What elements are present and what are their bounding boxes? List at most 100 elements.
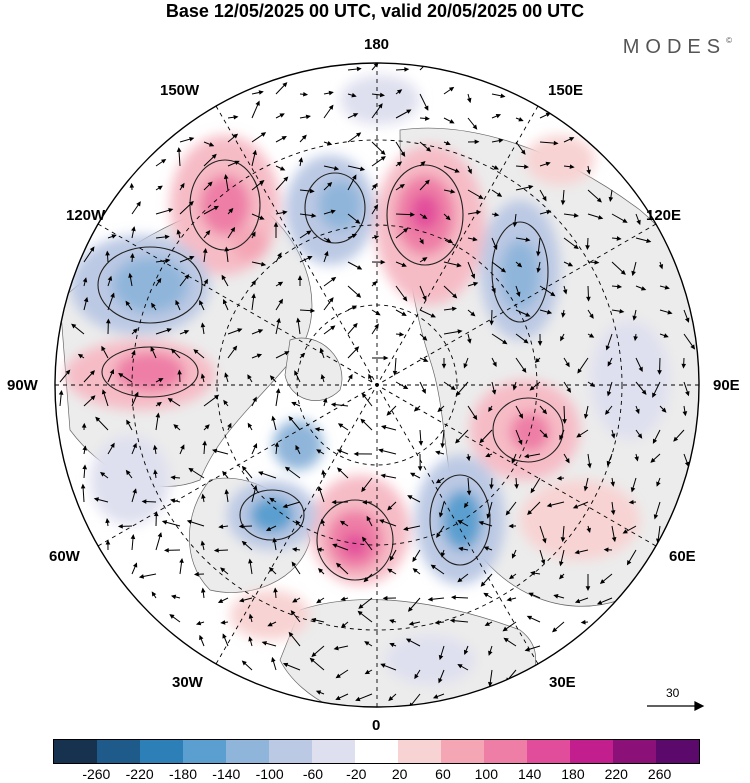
- wind-vector-head: [189, 136, 195, 142]
- wind-vector-head: [470, 311, 476, 317]
- wind-vector-head: [330, 402, 336, 407]
- wind-vector-head: [569, 137, 575, 142]
- wind-vector-head: [271, 415, 276, 421]
- wind-vector-head: [256, 353, 263, 359]
- wind-vector-head: [278, 298, 284, 304]
- wind-vector-head: [295, 520, 301, 526]
- wind-vector-head: [200, 373, 206, 379]
- wind-vector-head: [529, 385, 535, 391]
- wind-vector-head: [383, 355, 389, 361]
- wind-vector-head: [545, 161, 551, 167]
- wind-vector-head: [597, 215, 604, 220]
- wind-vector-head: [309, 657, 315, 663]
- wind-vector-head: [380, 259, 386, 265]
- wind-vector-head: [524, 453, 530, 459]
- wind-vector-head: [518, 117, 524, 122]
- wind-vector-head: [378, 103, 383, 109]
- wind-vector-head: [271, 656, 276, 663]
- wind-vector-head: [204, 424, 210, 430]
- wind-vector-head: [362, 499, 368, 505]
- wind-vector-head: [487, 681, 493, 687]
- wind-vector-head: [432, 694, 439, 699]
- wind-vector-head: [556, 475, 562, 481]
- wind-vector-head: [389, 642, 395, 648]
- wind-vector-head: [105, 250, 110, 256]
- colorbar-swatch: [183, 740, 226, 763]
- wind-vector-head: [107, 275, 113, 281]
- wind-vector-head: [234, 160, 240, 166]
- wind-vector-head: [574, 598, 581, 604]
- wind-vector-head: [389, 619, 395, 624]
- wind-vector-head: [562, 419, 567, 424]
- colorbar-tick-label: 60: [435, 766, 451, 782]
- wind-vector-head: [82, 277, 88, 283]
- wind-vector-head: [81, 422, 87, 428]
- wind-vector-head: [530, 488, 536, 494]
- wind-vector-head: [288, 631, 294, 637]
- wind-vector-head: [199, 299, 204, 306]
- wind-vector-head: [248, 613, 254, 619]
- wind-vector-head: [166, 328, 172, 333]
- wind-vector-head: [82, 464, 88, 470]
- wind-vector-head: [587, 463, 592, 469]
- wind-vector-head: [89, 246, 95, 252]
- wind-vector-head: [310, 308, 316, 313]
- wind-vector-head: [132, 488, 137, 494]
- wind-vector-head: [132, 562, 138, 568]
- wind-vector-head: [447, 238, 454, 244]
- colorbar-swatch: [97, 740, 140, 763]
- wind-vector-head: [211, 448, 218, 454]
- wind-vector-head: [525, 312, 531, 317]
- wind-vector-head: [427, 596, 433, 602]
- colorbar-tick-label: 20: [391, 766, 408, 782]
- wind-vector-head: [201, 493, 206, 499]
- wind-vector-head: [280, 166, 286, 171]
- wind-vector-head: [252, 149, 257, 155]
- wind-vector-head: [450, 189, 456, 194]
- wind-vector-head: [169, 614, 175, 619]
- label-30w: 30W: [172, 674, 203, 691]
- wind-vector-head: [218, 524, 224, 529]
- wind-vector-head: [251, 231, 256, 237]
- wind-vector-head: [472, 236, 478, 242]
- wind-vector-head: [512, 385, 518, 391]
- wind-vector-head: [306, 230, 312, 236]
- wind-vector-head: [227, 422, 232, 429]
- wind-vector-head: [171, 348, 177, 354]
- wind-vector-head: [80, 483, 86, 489]
- colorbar-swatch: [226, 740, 269, 763]
- wind-vector-head: [452, 293, 458, 299]
- wind-vector-head: [126, 419, 131, 425]
- wind-vector-head: [355, 292, 362, 298]
- wind-vector-head: [466, 456, 471, 462]
- wind-vector-head: [337, 423, 344, 428]
- wind-vector-head: [352, 322, 358, 329]
- wind-vector-head: [233, 114, 239, 120]
- wind-vector-head: [368, 373, 373, 379]
- wind-vector-head: [248, 558, 253, 564]
- wind-vector-head: [412, 556, 417, 563]
- wind-vector-head: [476, 210, 482, 215]
- wind-vector-head: [478, 521, 484, 526]
- wind-vector-head: [566, 387, 572, 393]
- wind-vector-head: [448, 86, 455, 92]
- wind-vector-head: [99, 471, 106, 477]
- wind-vector-head: [552, 627, 558, 633]
- wind-vector-head: [328, 90, 334, 96]
- wind-vector-head: [269, 497, 275, 503]
- wind-vector-head: [502, 626, 508, 632]
- wind-vector-head: [387, 568, 393, 574]
- wind-vector-head: [327, 182, 333, 188]
- wind-vector-head: [223, 173, 229, 180]
- wind-vector-head: [277, 252, 282, 258]
- wind-vector-head: [222, 633, 227, 639]
- wind-vector-head: [498, 138, 504, 143]
- wind-vector-head: [283, 176, 289, 182]
- wind-vector-head: [588, 333, 595, 338]
- wind-vector-head: [352, 174, 357, 180]
- wind-vector-head: [606, 460, 612, 467]
- wind-vector-head: [173, 424, 179, 430]
- wind-vector-head: [156, 401, 162, 407]
- wind-vector-head: [161, 520, 168, 525]
- wind-vector-head: [457, 329, 463, 334]
